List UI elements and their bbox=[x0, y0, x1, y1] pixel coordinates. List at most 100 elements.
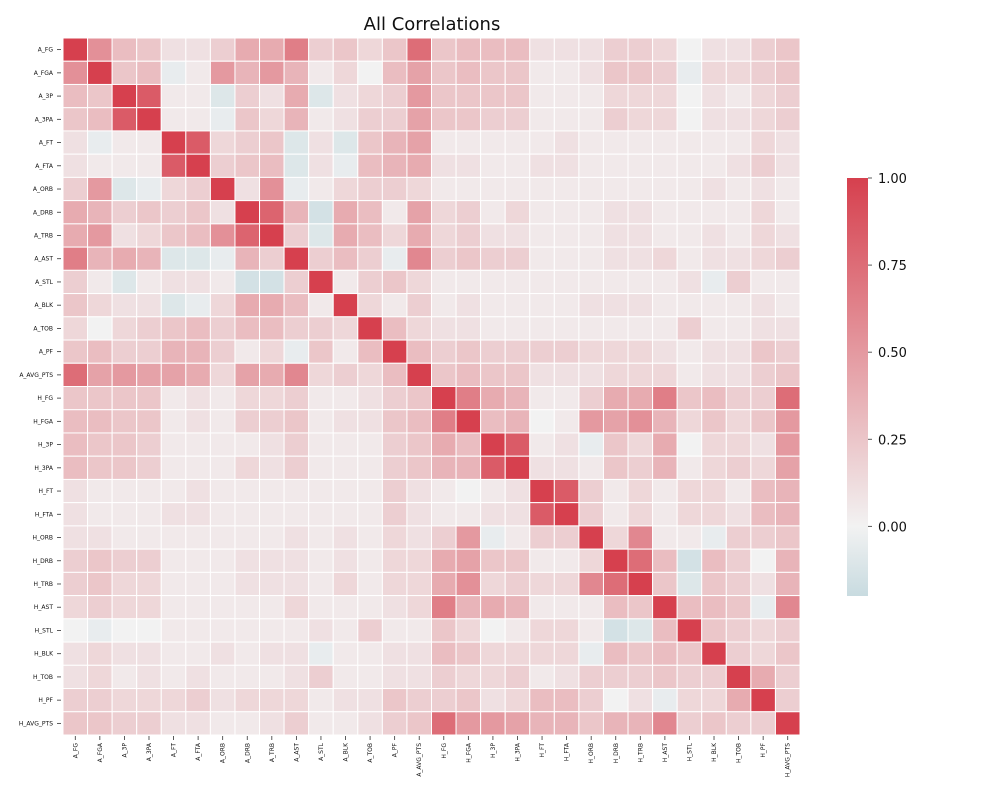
heatmap-cell-H_FGA-A_FG bbox=[62, 409, 89, 434]
heatmap-cell-H_FG-H_DRB bbox=[602, 386, 629, 411]
heatmap-cell-H_FG-A_3PA bbox=[136, 386, 162, 411]
heatmap-cell-H_3P-H_FGA bbox=[455, 432, 482, 457]
heatmap-cell-A_FT-H_PF bbox=[750, 130, 776, 155]
heatmap-cell-A_FTA-H_TRB bbox=[627, 153, 654, 178]
heatmap-cell-A_PF-H_BLK bbox=[701, 339, 727, 364]
heatmap-cell-A_ORB-A_TOB bbox=[357, 176, 383, 202]
heatmap-cell-H_PF-A_AVG_PTS bbox=[406, 688, 432, 713]
heatmap-cell-A_FGA-H_DRB bbox=[602, 60, 629, 85]
heatmap-cell-H_3P-H_AVG_PTS bbox=[774, 432, 801, 457]
y-tick-label: A_TRB bbox=[34, 232, 53, 239]
heatmap-cell-H_ORB-H_STL bbox=[676, 525, 703, 550]
heatmap-cell-A_FT-A_FTA bbox=[185, 130, 211, 155]
heatmap-cell-H_3PA-H_FT bbox=[529, 455, 555, 480]
heatmap-cell-H_3PA-A_FTA bbox=[185, 455, 211, 480]
heatmap-cell-H_PF-H_TRB bbox=[627, 688, 654, 713]
heatmap-cell-H_TRB-H_ORB bbox=[578, 571, 604, 597]
heatmap-cell-A_FT-A_3PA bbox=[136, 130, 162, 155]
heatmap-cell-A_STL-A_FTA bbox=[185, 269, 211, 295]
heatmap-cell-A_FT-A_STL bbox=[308, 130, 334, 155]
heatmap-cell-H_FT-A_STL bbox=[308, 478, 334, 504]
heatmap-cell-A_TOB-A_3PA bbox=[136, 316, 162, 341]
heatmap-cell-A_TRB-H_AST bbox=[652, 223, 678, 248]
heatmap-cell-A_3P-A_STL bbox=[308, 83, 334, 109]
heatmap-cell-A_DRB-A_FG bbox=[62, 200, 89, 225]
heatmap-cell-H_FT-H_3PA bbox=[504, 478, 531, 504]
heatmap-cell-H_DRB-A_AVG_PTS bbox=[406, 548, 432, 573]
heatmap-cell-A_PF-H_TRB bbox=[627, 339, 654, 364]
heatmap-cell-H_TOB-A_FG bbox=[62, 664, 89, 690]
heatmap-cell-H_FTA-H_FGA bbox=[455, 502, 482, 527]
heatmap-cell-H_FT-A_3PA bbox=[136, 478, 162, 504]
heatmap-cell-H_3PA-H_3P bbox=[480, 455, 506, 480]
heatmap-cell-A_BLK-A_FGA bbox=[87, 293, 113, 318]
heatmap-cell-A_3P-A_PF bbox=[381, 83, 408, 109]
heatmap-cell-A_PF-A_FGA bbox=[87, 339, 113, 364]
heatmap-cell-H_PF-A_ORB bbox=[209, 688, 236, 713]
heatmap-cell-H_FGA-A_3P bbox=[111, 409, 138, 434]
heatmap-cell-H_BLK-A_TRB bbox=[259, 641, 285, 666]
heatmap-cell-A_TRB-A_FT bbox=[160, 223, 187, 248]
heatmap-cell-A_FT-H_3P bbox=[480, 130, 506, 155]
heatmap-cell-A_AST-A_3PA bbox=[136, 246, 162, 271]
heatmap-cell-H_FTA-A_BLK bbox=[332, 502, 359, 527]
heatmap-cell-A_TRB-A_FTA bbox=[185, 223, 211, 248]
heatmap-cell-A_FT-A_FG bbox=[62, 130, 89, 155]
heatmap-cell-H_TOB-H_FTA bbox=[553, 664, 580, 690]
heatmap-cell-H_BLK-A_STL bbox=[308, 641, 334, 666]
heatmap-cell-A_3P-H_DRB bbox=[602, 83, 629, 109]
heatmap-cell-H_3P-A_DRB bbox=[234, 432, 261, 457]
heatmap-cell-A_AVG_PTS-A_ORB bbox=[209, 362, 236, 387]
heatmap-cell-A_AST-H_ORB bbox=[578, 246, 604, 271]
heatmap-cell-H_DRB-A_AST bbox=[283, 548, 310, 573]
heatmap-cell-H_DRB-A_FT bbox=[160, 548, 187, 573]
heatmap-cell-H_3PA-A_STL bbox=[308, 455, 334, 480]
heatmap-cell-A_ORB-A_STL bbox=[308, 176, 334, 202]
heatmap-cell-A_ORB-A_BLK bbox=[332, 176, 359, 202]
heatmap-cell-H_STL-H_3PA bbox=[504, 618, 531, 643]
heatmap-cell-A_3PA-A_TRB bbox=[259, 107, 285, 132]
heatmap-cell-H_PF-A_AST bbox=[283, 688, 310, 713]
heatmap-cell-A_FG-H_AVG_PTS bbox=[774, 37, 801, 62]
heatmap-cell-A_STL-H_ORB bbox=[578, 269, 604, 295]
heatmap-cell-A_3P-H_3P bbox=[480, 83, 506, 109]
heatmap-cell-H_FTA-H_FTA bbox=[553, 502, 580, 527]
heatmap-cell-A_FG-H_DRB bbox=[602, 37, 629, 62]
heatmap-cell-A_TRB-H_AVG_PTS bbox=[774, 223, 801, 248]
heatmap-cell-A_FGA-H_FT bbox=[529, 60, 555, 85]
heatmap-cell-A_FGA-A_FGA bbox=[87, 60, 113, 85]
heatmap-cell-A_ORB-A_3P bbox=[111, 176, 138, 202]
heatmap-cell-H_FTA-A_PF bbox=[381, 502, 408, 527]
heatmap-cell-A_TRB-H_ORB bbox=[578, 223, 604, 248]
y-tick-label: A_FGA bbox=[34, 70, 54, 77]
heatmap-cell-A_FG-H_TOB bbox=[725, 37, 752, 62]
heatmap-cell-A_FG-H_FG bbox=[431, 37, 457, 62]
heatmap-cell-A_ORB-A_DRB bbox=[234, 176, 261, 202]
heatmap-cell-H_DRB-H_FT bbox=[529, 548, 555, 573]
heatmap-cell-A_ORB-H_FGA bbox=[455, 176, 482, 202]
heatmap-cell-H_BLK-A_TOB bbox=[357, 641, 383, 666]
heatmap-cell-A_AST-A_TOB bbox=[357, 246, 383, 271]
heatmap-cell-A_FGA-A_FTA bbox=[185, 60, 211, 85]
heatmap-cell-H_PF-H_ORB bbox=[578, 688, 604, 713]
heatmap-cell-H_TOB-H_PF bbox=[750, 664, 776, 690]
heatmap-cell-A_AST-H_PF bbox=[750, 246, 776, 271]
heatmap-cell-A_DRB-H_DRB bbox=[602, 200, 629, 225]
heatmap-cell-A_FG-A_AVG_PTS bbox=[406, 37, 432, 62]
heatmap-cell-H_FG-H_FT bbox=[529, 386, 555, 411]
y-tick-label: H_TOB bbox=[33, 674, 53, 681]
heatmap-cell-H_ORB-H_PF bbox=[750, 525, 776, 550]
heatmap-cell-H_AVG_PTS-A_FG bbox=[62, 711, 89, 736]
heatmap-cell-A_3PA-H_DRB bbox=[602, 107, 629, 132]
heatmap-cell-H_BLK-A_BLK bbox=[332, 641, 359, 666]
heatmap-cell-A_AVG_PTS-A_DRB bbox=[234, 362, 261, 387]
heatmap-cell-A_BLK-H_3P bbox=[480, 293, 506, 318]
heatmap-cell-H_PF-A_PF bbox=[381, 688, 408, 713]
heatmap-cell-A_FTA-H_STL bbox=[676, 153, 703, 178]
heatmap-cell-A_AVG_PTS-A_BLK bbox=[332, 362, 359, 387]
heatmap-cell-H_3P-H_3P bbox=[480, 432, 506, 457]
x-tick-label: H_STL bbox=[686, 742, 693, 761]
heatmap-cell-H_3PA-H_TRB bbox=[627, 455, 654, 480]
heatmap-cell-A_FGA-A_FG bbox=[62, 60, 89, 85]
y-tick-label: H_FTA bbox=[35, 511, 54, 518]
